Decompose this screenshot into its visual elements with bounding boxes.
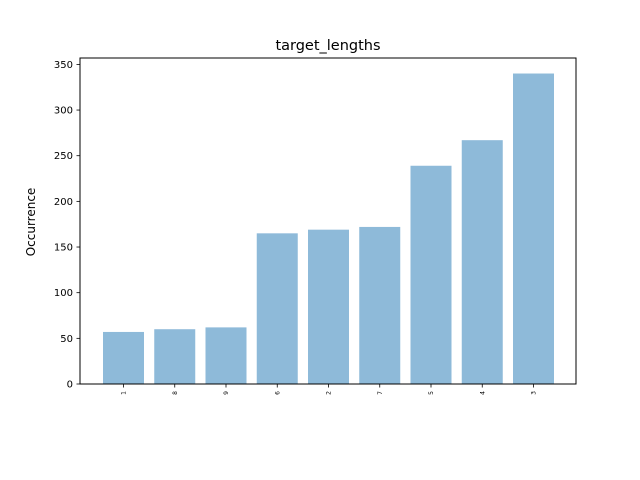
x-tick-label: 9 [223,391,230,395]
y-axis: 0 50 100 150 200 250 300 350 [54,60,80,391]
y-tick-label: 300 [54,106,73,117]
x-tick-label: 4 [479,391,486,395]
bar-6 [256,233,298,384]
x-tick-label: 8 [172,391,179,395]
x-tick-label: 7 [377,391,384,395]
y-axis-label: Occurrence [24,188,38,257]
y-tick-label: 100 [54,288,73,299]
bar-7 [359,226,401,384]
bar-5 [410,165,452,384]
y-tick-label: 200 [54,197,73,208]
x-tick-label: 5 [428,391,435,395]
x-tick-label: 2 [326,391,333,395]
bar-4 [461,140,503,384]
bars-group [103,73,554,385]
y-tick-label: 50 [60,334,73,345]
y-tick-label: 0 [67,380,73,391]
chart-title: target_lengths [275,38,380,54]
x-tick-label: 3 [531,391,538,395]
x-tick-label: 6 [274,391,281,395]
plot-frame [79,57,577,385]
x-axis: 1 8 9 6 2 7 5 4 3 [121,384,538,395]
x-tick-label: 1 [121,391,128,395]
bar-3 [513,73,554,385]
bar-2 [308,229,349,384]
bar-1 [103,331,144,384]
bar-9 [205,327,247,384]
y-tick-label: 250 [54,151,73,162]
y-tick-label: 150 [54,243,73,254]
bar-8 [154,329,196,384]
y-tick-label: 350 [54,60,73,71]
